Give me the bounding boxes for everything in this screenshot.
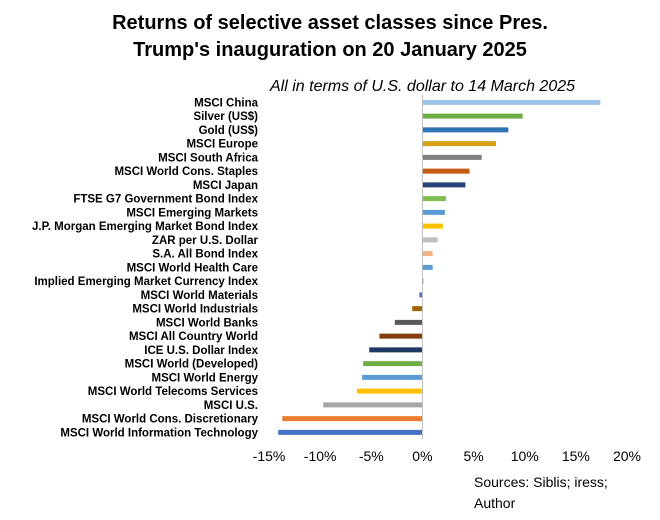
category-label: MSCI World Industrials <box>132 304 258 316</box>
x-tick-label: -5% <box>359 448 384 464</box>
bar <box>323 402 423 408</box>
bar <box>422 127 509 133</box>
x-tick-label: 0% <box>412 448 432 464</box>
bar <box>422 209 445 215</box>
bar <box>422 99 601 105</box>
category-label: MSCI World Cons. Staples <box>114 166 258 178</box>
bar <box>282 416 423 422</box>
bar <box>422 264 433 270</box>
bar <box>369 347 423 353</box>
category-label: ICE U.S. Dollar Index <box>144 345 258 357</box>
bar <box>422 237 438 243</box>
bar <box>422 154 482 160</box>
category-label: MSCI World (Developed) <box>125 359 258 371</box>
bar <box>278 429 423 435</box>
chart-subtitle: All in terms of U.S. dollar to 14 March … <box>270 78 576 95</box>
x-tick-label: 15% <box>562 448 590 464</box>
category-label: MSCI South Africa <box>158 152 258 164</box>
bar <box>422 141 497 147</box>
category-label: MSCI World Health Care <box>127 262 258 274</box>
sources-line-2: Author <box>474 495 516 511</box>
bar <box>422 113 523 119</box>
chart-title-line-2: Trump's inauguration on 20 January 2025 <box>133 39 527 61</box>
category-label: MSCI U.S. <box>204 400 258 412</box>
sources-line-1: Sources: Siblis; iress; <box>474 474 608 490</box>
x-tick-label: -10% <box>304 448 337 464</box>
bar <box>422 168 470 174</box>
category-label: MSCI World Telecoms Services <box>88 386 258 398</box>
category-label: MSCI Emerging Markets <box>126 207 258 219</box>
x-tick-label: 5% <box>463 448 483 464</box>
category-label: MSCI Europe <box>186 139 258 151</box>
sources-note: Sources: Siblis; iress; Author <box>474 472 644 514</box>
x-tick-label: -15% <box>253 448 286 464</box>
bar <box>422 278 424 284</box>
category-label: MSCI World Energy <box>152 372 259 384</box>
bar <box>412 306 423 312</box>
category-label: Gold (US$) <box>199 125 259 137</box>
category-label: ZAR per U.S. Dollar <box>152 235 259 247</box>
category-label: S.A. All Bond Index <box>152 249 258 261</box>
category-label: MSCI World Cons. Discretionary <box>82 414 259 426</box>
category-label: MSCI China <box>194 97 258 109</box>
bar <box>362 374 423 380</box>
category-label: Implied Emerging Market Currency Index <box>34 276 258 288</box>
bar <box>422 223 443 229</box>
category-label: FTSE G7 Government Bond Index <box>73 194 258 206</box>
category-label: MSCI World Materials <box>141 290 258 302</box>
category-label: J.P. Morgan Emerging Market Bond Index <box>32 221 259 233</box>
bar <box>422 251 433 257</box>
category-label: MSCI Japan <box>193 180 258 192</box>
bar <box>422 196 446 202</box>
bar <box>394 319 423 325</box>
bar <box>356 388 423 394</box>
category-label: Silver (US$) <box>193 111 258 123</box>
bar <box>363 361 423 367</box>
x-tick-label: 20% <box>613 448 641 464</box>
category-label: MSCI All Country World <box>129 331 258 343</box>
chart-title-line-1: Returns of selective asset classes since… <box>112 12 548 34</box>
bar <box>379 333 423 339</box>
bar <box>422 182 466 188</box>
chart-title: Returns of selective asset classes since… <box>0 10 660 64</box>
x-tick-label: 10% <box>511 448 539 464</box>
bar <box>419 292 423 298</box>
category-label: MSCI World Banks <box>156 317 258 329</box>
category-label: MSCI World Information Technology <box>60 427 258 439</box>
